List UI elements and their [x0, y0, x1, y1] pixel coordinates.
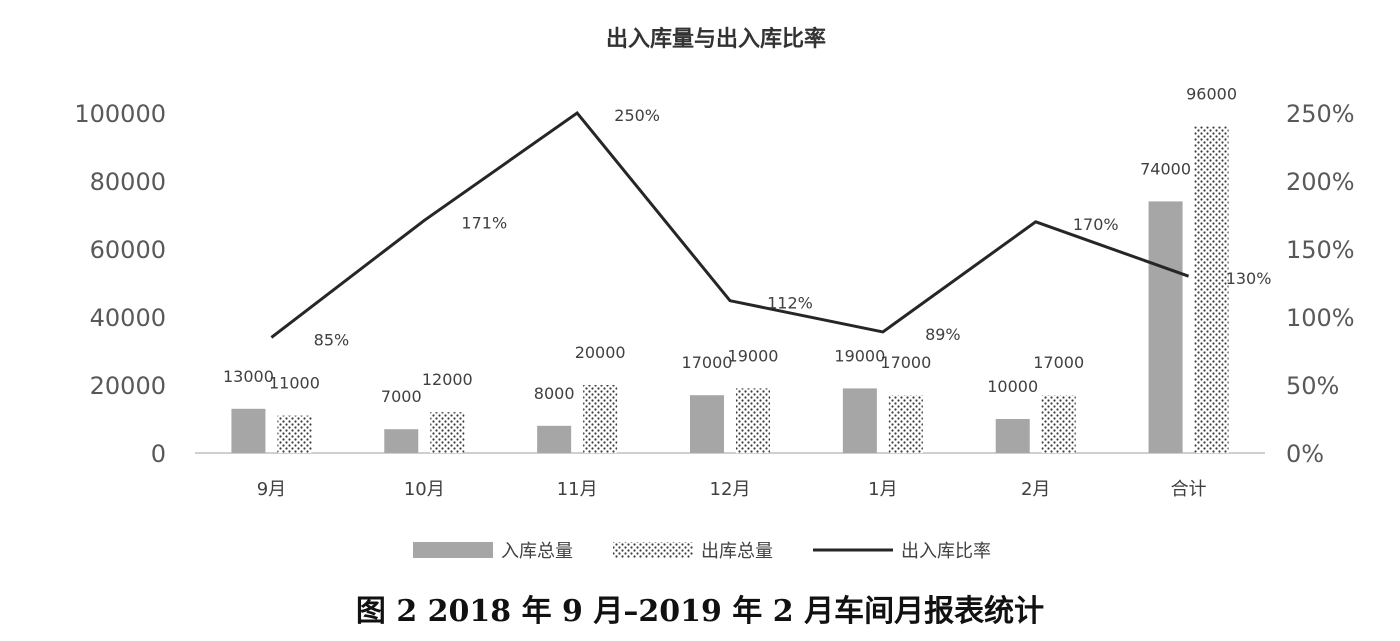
- line-data-label: 89%: [925, 325, 961, 344]
- y-right-tick-label: 50%: [1286, 372, 1339, 400]
- bar-outbound: [583, 385, 618, 453]
- bar-data-label: 8000: [534, 384, 575, 403]
- line-data-label: 85%: [314, 330, 350, 349]
- legend-label: 入库总量: [501, 541, 573, 562]
- y-left-tick-label: 20000: [90, 372, 166, 400]
- figure-caption: 图 2 2018 年 9 月–2019 年 2 月车间月报表统计: [355, 594, 1045, 629]
- x-tick-label: 9月: [257, 479, 286, 500]
- y-right-tick-label: 250%: [1286, 100, 1355, 128]
- bar-inbound: [842, 388, 877, 453]
- bar-inbound: [1148, 201, 1183, 453]
- x-tick-label: 10月: [404, 479, 445, 500]
- legend-label: 出入库比率: [901, 541, 991, 562]
- bar-outbound: [888, 395, 923, 453]
- legend-swatch-inbound: [413, 542, 493, 558]
- ratio-line: [270, 110, 1190, 339]
- line-data-label: 171%: [461, 213, 507, 232]
- y-left-tick-label: 40000: [90, 304, 166, 332]
- line-data-label: 170%: [1073, 215, 1119, 234]
- bar-data-label: 96000: [1186, 85, 1237, 104]
- bar-data-label: 74000: [1140, 159, 1191, 178]
- bar-data-label: 11000: [269, 374, 320, 393]
- y-right-tick-label: 150%: [1286, 236, 1355, 264]
- bar-data-label: 13000: [223, 367, 274, 386]
- y-left-tick-label: 0: [151, 440, 166, 468]
- bar-data-label: 17000: [682, 353, 733, 372]
- bar-data-label: 10000: [987, 377, 1038, 396]
- chart-title: 出入库量与出入库比率: [606, 26, 826, 52]
- bar-data-label: 17000: [880, 353, 931, 372]
- bar-data-label: 19000: [728, 346, 779, 365]
- x-tick-label: 11月: [557, 479, 598, 500]
- line-data-label: 112%: [767, 294, 813, 313]
- bar-inbound: [384, 429, 419, 453]
- bar-data-label: 17000: [1033, 353, 1084, 372]
- bar-data-label: 12000: [422, 370, 473, 389]
- y-left-tick-label: 80000: [90, 168, 166, 196]
- bar-data-label: 19000: [834, 346, 885, 365]
- y-right-tick-label: 0%: [1286, 440, 1324, 468]
- legend-label: 出库总量: [701, 541, 773, 562]
- y-right-tick-label: 200%: [1286, 168, 1355, 196]
- bar-inbound: [995, 419, 1030, 453]
- legend: 入库总量 出库总量 出入库比率: [413, 541, 991, 562]
- bar-data-label: 20000: [575, 343, 626, 362]
- bar-inbound: [690, 395, 724, 453]
- bar-outbound: [1194, 126, 1229, 453]
- x-tick-label: 1月: [868, 479, 897, 500]
- bar-outbound: [277, 415, 312, 453]
- bar-inbound: [231, 408, 266, 453]
- x-tick-label: 合计: [1171, 479, 1207, 500]
- x-tick-label: 2月: [1021, 479, 1050, 500]
- y-right-tick-label: 100%: [1286, 304, 1355, 332]
- bar-outbound: [1041, 395, 1076, 453]
- line-data-label: 130%: [1226, 269, 1272, 288]
- line-data-label: 250%: [614, 106, 660, 125]
- bar-inbound: [537, 425, 572, 453]
- bar-outbound: [430, 412, 465, 453]
- bar-data-label: 7000: [381, 387, 422, 406]
- legend-swatch-outbound: [613, 542, 693, 558]
- bar-outbound: [736, 388, 770, 453]
- y-left-tick-label: 60000: [90, 236, 166, 264]
- y-left-tick-label: 100000: [74, 100, 166, 128]
- x-tick-label: 12月: [710, 479, 751, 500]
